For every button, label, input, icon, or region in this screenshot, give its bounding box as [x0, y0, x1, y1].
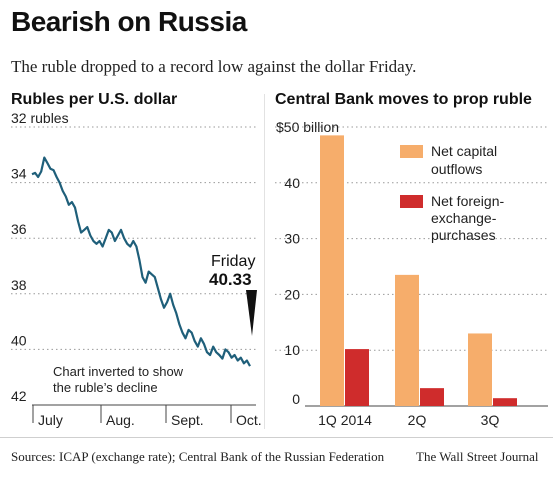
legend-label-capital-outflows-line-1: Net capital	[431, 143, 497, 159]
line-chart-title: Rubles per U.S. dollar	[11, 91, 178, 108]
line-chart-note-line-2: the ruble’s decline	[53, 380, 158, 395]
bar-capital-outflows	[468, 333, 492, 406]
line-chart-y-tick-label: 40	[11, 332, 27, 348]
legend-swatch-capital-outflows	[400, 145, 423, 158]
friday-annotation-pointer	[246, 290, 257, 336]
bar-chart-y-tick-label: $50 billion	[276, 119, 339, 135]
bar-chart-y-tick-label: 20	[284, 286, 300, 302]
friday-annotation-value: 40.33	[209, 270, 252, 289]
bar-chart-y-tick-label: 10	[284, 342, 300, 358]
bar-chart-y-tick-label: 0	[292, 391, 300, 407]
legend-label-fx-purchases-line-1: Net foreign-	[431, 193, 504, 209]
line-chart-y-tick-label: 42	[11, 388, 27, 404]
legend-label-fx-purchases-line-3: purchases	[431, 227, 496, 243]
footer-divider	[0, 437, 553, 438]
line-chart-x-tick-label: Oct.	[236, 412, 262, 428]
line-chart-x-tick-label: Aug.	[106, 412, 135, 428]
bar-capital-outflows	[395, 274, 419, 406]
line-chart-x-tick-label: July	[38, 412, 63, 428]
bar-capital-outflows	[320, 135, 344, 406]
bar-fx-purchases	[493, 398, 517, 406]
bar-chart-y-tick-label: 30	[284, 231, 300, 247]
line-chart-y-tick-label: 36	[11, 221, 27, 237]
line-chart-y-tick-label: 38	[11, 277, 27, 293]
bar-chart-y-tick-label: 40	[284, 175, 300, 191]
panel-separator	[264, 94, 265, 429]
legend-label-fx-purchases-line-2: exchange-	[431, 210, 497, 226]
friday-annotation-label: Friday	[211, 253, 255, 270]
line-chart-y-tick-label: 32 rubles	[11, 110, 69, 126]
line-chart-y-tick-label: 34	[11, 166, 27, 182]
ruble-exchange-rate-line	[31, 156, 251, 367]
bar-fx-purchases	[420, 388, 444, 406]
footer-credit: The Wall Street Journal	[416, 449, 539, 464]
page-subtitle: The ruble dropped to a record low agains…	[11, 57, 417, 76]
legend-swatch-fx-purchases	[400, 195, 423, 208]
legend-label-capital-outflows-line-2: outflows	[431, 161, 482, 177]
line-chart-x-tick-label: Sept.	[171, 412, 204, 428]
bar-chart-title: Central Bank moves to prop ruble	[275, 91, 532, 108]
bar-chart-category-label: 1Q 2014	[318, 412, 372, 428]
bar-chart-category-label: 3Q	[481, 412, 500, 428]
bar-chart-category-label: 2Q	[408, 412, 427, 428]
page-title: Bearish on Russia	[11, 6, 247, 37]
bar-fx-purchases	[345, 349, 369, 406]
footer-sources: Sources: ICAP (exchange rate); Central B…	[11, 449, 385, 464]
charts-canvas: 32 rubles 34 36 38 40 42 July Aug. Sept. Oct. Frid…	[11, 110, 548, 428]
line-chart-note-line-1: Chart inverted to show	[53, 364, 184, 379]
